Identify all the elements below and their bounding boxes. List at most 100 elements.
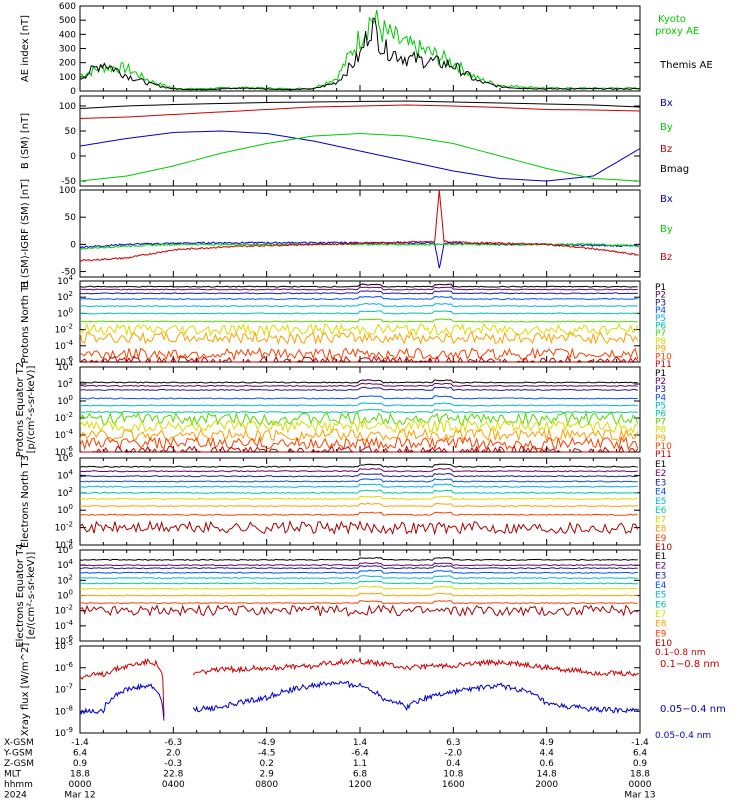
footer-cell: Mar 13 <box>624 791 655 800</box>
ytick-label: 106 <box>57 543 73 556</box>
footer-cell: 0000 <box>69 780 92 790</box>
legend-xray-short: 0.05−0.4 nm <box>660 704 726 715</box>
footer-cell: 1.1 <box>353 759 367 769</box>
legend-electrons_equator-E7: E7 <box>655 610 666 620</box>
series-electrons_north-E3 <box>79 473 638 478</box>
legend-protons_equator-P10: P10 <box>655 442 672 452</box>
ytick-label: 200 <box>59 59 76 69</box>
series-electrons_north-E4 <box>79 478 638 483</box>
ytick-label: 10-4 <box>55 339 74 352</box>
series-bfield-Bz <box>79 104 641 119</box>
legend-electrons_north-E1: E1 <box>655 460 666 470</box>
series-electrons_north-E2 <box>79 467 638 473</box>
legend-bfield-Bz: Bz <box>660 144 672 155</box>
legend-protons_north-P3: P3 <box>655 298 666 308</box>
panel-protons_equator: Protons Equator T2 [p/(cm²-s-sr-keV)] 10-6… <box>15 360 641 458</box>
panel-electrons_equator: Electrons Equator T4 [e/(cm²-s-sr-keV)] 10… <box>15 543 641 648</box>
ytick-label: 50 <box>65 127 77 137</box>
series-electrons_north-E9 <box>79 511 638 516</box>
series-electrons_equator-E1 <box>79 556 638 561</box>
legend-protons_equator-P6: P6 <box>655 410 666 420</box>
panel-protons_equator-frame <box>79 366 641 453</box>
footer-cell: -1.4 <box>71 738 89 748</box>
footer-cell: -4.9 <box>258 738 276 748</box>
legend-protons_north-P1: P1 <box>655 283 666 293</box>
footer-row-label: MLT <box>4 770 22 780</box>
legend-xray-0.05–0.4 nm: 0.05–0.4 nm <box>655 731 711 741</box>
ytick-label: 10-2 <box>55 521 73 534</box>
footer-row-label: 2024 <box>4 791 27 800</box>
ytick-label: 10-4 <box>55 428 74 441</box>
series-protons_north-P11 <box>79 355 639 364</box>
series-electrons_north-E6 <box>79 489 638 494</box>
footer-row-label: hhmm <box>4 780 33 790</box>
series-electrons_north-E10 <box>79 520 639 536</box>
ytick-label: 10-2 <box>55 411 73 424</box>
series-bfield-Bmag <box>79 100 641 109</box>
panel-bdiff-ylabel: B (SM)-IGRF (SM) [nT] <box>20 179 31 288</box>
ytick-label: 100 <box>57 589 73 602</box>
footer-cell: 1600 <box>442 780 465 790</box>
footer-cell: 1200 <box>349 780 372 790</box>
series-electrons_equator-E5 <box>79 575 638 580</box>
ytick-label: 100 <box>57 503 73 516</box>
legend-bfield-By: By <box>660 122 673 133</box>
footer-cell: 4.4 <box>540 749 555 759</box>
panel-ae: AE index [nT] 0 100 200 300 400 500 600 <box>20 2 641 97</box>
footer-cell: 6.4 <box>73 749 88 759</box>
panel-bfield: B (SM) [nT] -50 0 50 100 <box>20 95 641 187</box>
legend-electrons_north-E10: E10 <box>655 543 672 553</box>
footer-cell: 0800 <box>255 780 278 790</box>
legend-electrons_equator-E8: E8 <box>655 620 667 630</box>
series-protons_equator-P7 <box>79 411 639 427</box>
legend-protons_north-P8: P8 <box>655 337 666 347</box>
footer-cell: 2.9 <box>260 770 275 780</box>
series-bdiff-By <box>79 242 640 250</box>
panel-bdiff: B (SM)-IGRF (SM) [nT] -50 0 50 100 <box>20 179 641 288</box>
legend-protons_north-P7: P7 <box>655 329 666 339</box>
legend-electrons_equator-E10: E10 <box>655 639 672 649</box>
legend-protons_north-P6: P6 <box>655 322 666 332</box>
legend-electrons_north-E5: E5 <box>655 497 666 507</box>
legend-electrons_north-E6: E6 <box>655 506 667 516</box>
panel-bdiff-frame <box>79 189 641 278</box>
legend-protons_north-P11: P11 <box>655 360 672 370</box>
series-electrons_equator-E2 <box>79 562 638 567</box>
legend-electrons_equator-E5: E5 <box>655 591 666 601</box>
ytick-label: 10-5 <box>55 639 73 652</box>
legend-electrons_north-E2: E2 <box>655 469 666 479</box>
series-electrons_north-E7 <box>80 495 638 500</box>
ytick-label: 0 <box>70 240 76 250</box>
series-electrons_equator-E6 <box>79 580 638 585</box>
footer-cell: -6.3 <box>165 738 183 748</box>
panel-ae-ylabel: AE index [nT] <box>20 15 31 82</box>
panel-xray: Xray flux [W/m^2] 10-9 10-8 10-7 10-6 10-5 <box>20 639 641 739</box>
legend-protons_equator-P8: P8 <box>655 426 666 436</box>
footer-row-label: Z-GSM <box>4 759 34 769</box>
legend-bdiff-Bx: Bx <box>660 194 673 205</box>
legend-protons_equator-P3: P3 <box>655 385 666 395</box>
series-protons_north-P10 <box>79 347 639 362</box>
footer-cell: -6.4 <box>351 749 369 759</box>
ytick-label: -50 <box>61 268 76 278</box>
footer-cell: 6.3 <box>446 738 460 748</box>
series-xray-00504nm <box>79 682 165 721</box>
panel-protons_equator-ylabel: [p/(cm²-s-sr-keV)] <box>26 366 37 454</box>
legend-electrons_equator-E9: E9 <box>655 629 667 639</box>
legend-protons_north-P10: P10 <box>655 352 672 362</box>
footer-cell: -0.3 <box>165 759 183 769</box>
panel-electrons_north: Electrons North T3 10-4 10-2 100 102 104 106 <box>20 451 641 551</box>
footer-row-label: Y-GSM <box>3 749 32 759</box>
series-protons_equator-P9 <box>79 427 639 443</box>
panel-protons_north-ylabel: Protons North T1 <box>20 279 31 363</box>
footer-cell: -1.4 <box>631 738 649 748</box>
ytick-label: 500 <box>59 16 76 26</box>
series-electrons_equator-E3 <box>79 565 638 570</box>
legend-protons_north-P5: P5 <box>655 314 666 324</box>
ytick-label: 50 <box>65 213 77 223</box>
ytick-label: 100 <box>59 186 76 196</box>
footer-cell: 2000 <box>535 780 558 790</box>
legend-xray-0.1–0.8 nm: 0.1–0.8 nm <box>655 648 705 658</box>
ytick-label: 106 <box>57 451 73 464</box>
footer-cell: 0000 <box>629 780 652 790</box>
